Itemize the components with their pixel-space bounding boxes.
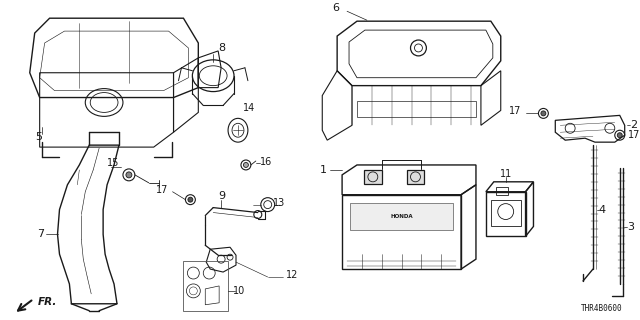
Bar <box>496 187 508 195</box>
Text: FR.: FR. <box>38 297 57 307</box>
Text: 5: 5 <box>35 132 42 142</box>
Text: 8: 8 <box>218 43 225 53</box>
Text: 17: 17 <box>628 130 640 140</box>
Text: 4: 4 <box>599 204 606 215</box>
Bar <box>406 170 424 184</box>
Circle shape <box>243 163 248 167</box>
Text: 6: 6 <box>332 3 339 13</box>
Text: 10: 10 <box>233 286 245 296</box>
Bar <box>350 203 453 230</box>
Text: 14: 14 <box>243 103 255 113</box>
Text: 2: 2 <box>630 120 637 130</box>
Text: 12: 12 <box>285 270 298 280</box>
Circle shape <box>188 197 193 202</box>
Text: 11: 11 <box>500 169 512 179</box>
Text: 16: 16 <box>260 157 272 167</box>
Text: THR4B0600: THR4B0600 <box>581 304 623 313</box>
Circle shape <box>541 111 546 116</box>
Bar <box>491 200 520 227</box>
Circle shape <box>126 172 132 178</box>
Bar <box>184 261 228 311</box>
Text: 9: 9 <box>218 191 225 201</box>
Text: 13: 13 <box>273 198 285 208</box>
Text: 7: 7 <box>38 229 45 239</box>
Text: 17: 17 <box>156 185 168 195</box>
Text: 17: 17 <box>509 107 522 116</box>
Circle shape <box>617 133 622 138</box>
Text: 3: 3 <box>628 222 635 232</box>
Text: HONDA: HONDA <box>390 214 413 219</box>
Text: 1: 1 <box>320 165 327 175</box>
Bar <box>364 170 382 184</box>
Text: 15: 15 <box>107 158 120 168</box>
